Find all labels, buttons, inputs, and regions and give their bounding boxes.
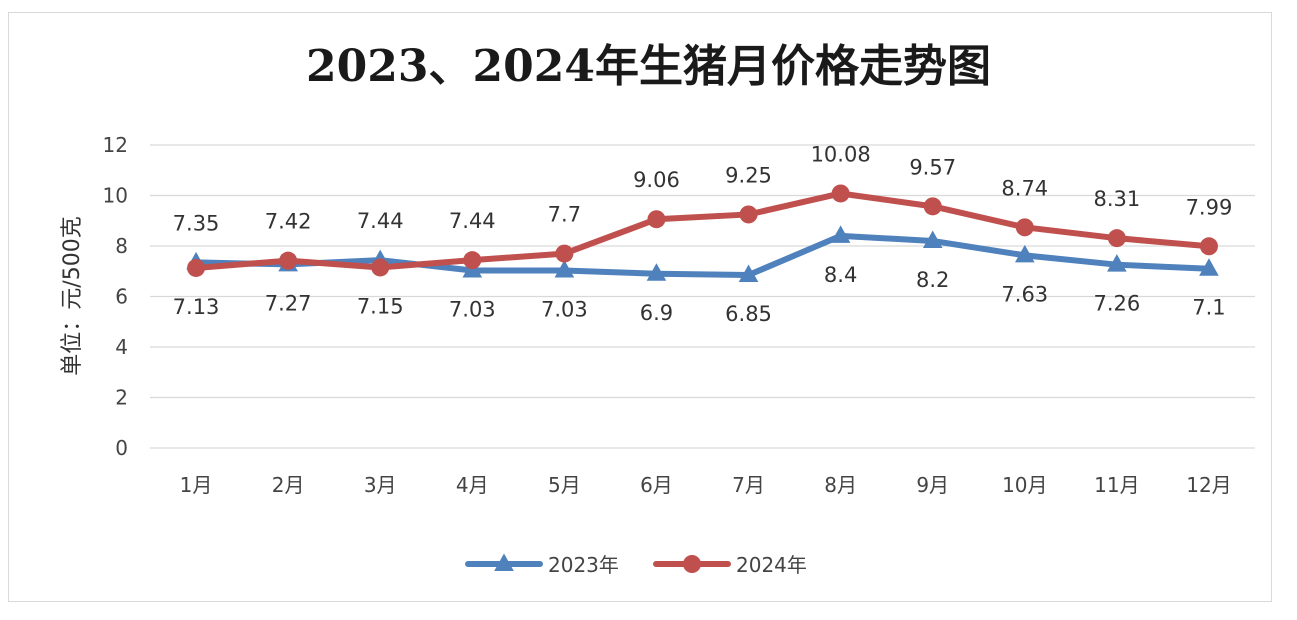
data-label: 9.57 (909, 155, 956, 179)
data-point-marker (463, 251, 482, 270)
y-tick-labels: 0 2 4 6 8 10 12 (103, 133, 128, 460)
legend-marker (494, 553, 514, 571)
x-tick-label: 9月 (916, 473, 949, 497)
x-tick-label: 6月 (640, 473, 673, 497)
data-label: 7.42 (265, 210, 312, 234)
data-label: 8.31 (1093, 187, 1140, 211)
data-point-marker (830, 225, 851, 243)
y-tick-label: 6 (115, 285, 128, 309)
series-lines (193, 190, 1212, 279)
x-tick-label: 3月 (364, 473, 397, 497)
data-point-marker (922, 230, 943, 248)
data-label: 7.99 (1186, 195, 1233, 219)
data-point-marker (371, 258, 390, 277)
data-label: 8.4 (824, 263, 857, 287)
y-tick-label: 4 (115, 335, 128, 359)
data-labels: 7.35 7.27 7.44 7.03 7.03 6.9 6.85 8.4 8.2 7.63 7.2… (173, 142, 1233, 326)
data-point-marker (1199, 258, 1219, 276)
data-point-marker (1107, 254, 1127, 272)
y-tick-label: 0 (115, 436, 128, 460)
data-label: 7.26 (1093, 292, 1140, 316)
data-point-marker (1199, 237, 1218, 256)
data-point-marker (1107, 229, 1126, 248)
legend: 2023年 2024年 (465, 553, 807, 577)
data-point-marker (279, 251, 298, 270)
data-label: 7.63 (1001, 282, 1048, 306)
series-markers (186, 184, 1219, 283)
data-label: 9.25 (725, 163, 772, 187)
x-tick-label: 11月 (1094, 473, 1139, 497)
data-label: 7.1 (1192, 296, 1225, 320)
x-tick-label: 5月 (548, 473, 581, 497)
gridlines (150, 144, 1255, 449)
data-label: 7.44 (357, 209, 404, 233)
chart-title: 2023、2024年生猪月价格走势图 (306, 41, 991, 92)
data-label: 10.08 (811, 142, 871, 166)
x-tick-label: 10月 (1002, 473, 1047, 497)
data-point-marker (739, 205, 758, 224)
legend-label: 2023年 (548, 553, 619, 577)
x-tick-labels: 1月 2月 3月 4月 5月 6月 7月 8月 9月 10月 11月 12月 (180, 473, 1232, 497)
x-tick-label: 1月 (180, 473, 213, 497)
data-point-marker (647, 210, 666, 229)
data-label: 7.27 (265, 291, 312, 315)
y-tick-label: 8 (115, 234, 128, 258)
data-point-marker (187, 258, 206, 277)
data-label: 7.13 (173, 295, 220, 319)
data-point-marker (554, 259, 575, 278)
data-label: 9.06 (633, 168, 680, 192)
legend-marker (683, 555, 701, 573)
data-label: 7.35 (173, 211, 220, 235)
x-tick-label: 2月 (272, 473, 305, 497)
data-point-marker (646, 263, 667, 281)
series-line (193, 232, 1212, 279)
x-tick-label: 7月 (732, 473, 765, 497)
y-tick-label: 2 (115, 386, 128, 410)
data-label: 6.85 (725, 302, 772, 326)
data-point-marker (923, 197, 942, 216)
series-line (193, 190, 1212, 271)
data-label: 7.15 (357, 294, 404, 318)
data-label: 6.9 (640, 301, 673, 325)
data-point-marker (555, 244, 574, 263)
legend-label: 2024年 (736, 553, 807, 577)
x-tick-label: 12月 (1186, 473, 1231, 497)
data-label: 8.2 (916, 268, 949, 292)
y-tick-label: 12 (103, 133, 128, 157)
data-label: 7.7 (548, 203, 581, 227)
data-label: 7.03 (541, 297, 588, 321)
data-point-marker (1015, 218, 1034, 237)
chart-frame (8, 12, 1272, 602)
y-tick-label: 10 (103, 184, 128, 208)
data-point-marker (831, 184, 850, 203)
data-label: 7.44 (449, 209, 496, 233)
data-label: 8.74 (1001, 176, 1048, 200)
data-label: 7.03 (449, 297, 496, 321)
x-tick-label: 4月 (456, 473, 489, 497)
x-tick-label: 8月 (824, 473, 857, 497)
data-point-marker (1014, 244, 1035, 263)
data-point-marker (738, 264, 759, 283)
